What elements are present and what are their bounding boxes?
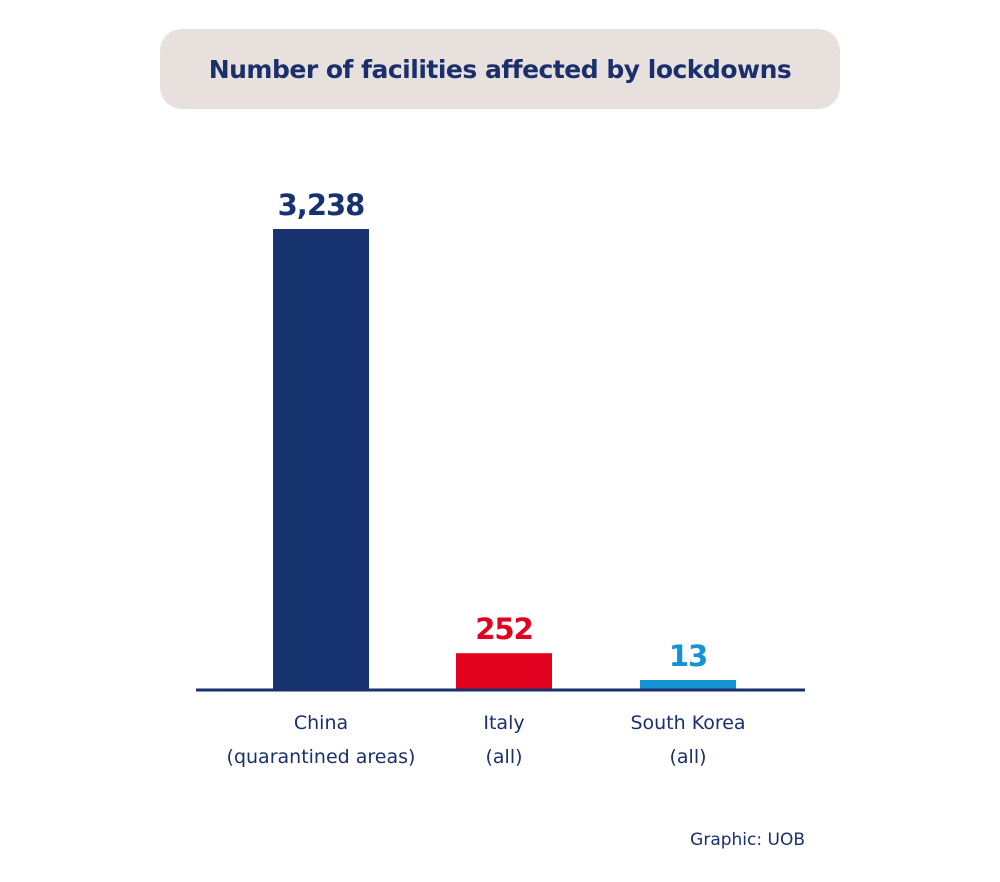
value-label-2: 13 <box>669 639 707 673</box>
category-label-1-line-1: (all) <box>485 746 522 768</box>
bar-1 <box>456 653 552 689</box>
chart-title-box: Number of facilities affected by lockdow… <box>160 29 840 109</box>
category-label-2-line-0: South Korea <box>630 712 745 734</box>
category-label-0-line-1: (quarantined areas) <box>227 746 416 768</box>
value-label-1: 252 <box>475 612 533 646</box>
bar-0 <box>273 229 369 689</box>
value-label-0: 3,238 <box>278 188 365 222</box>
category-labels-layer: China (quarantined areas) Italy (all) South … <box>227 712 746 768</box>
source-credit: Graphic: UOB <box>690 830 805 850</box>
chart-title: Number of facilities affected by lockdow… <box>208 54 792 84</box>
category-label-0-line-0: China <box>294 712 348 734</box>
category-label-2-line-1: (all) <box>669 746 706 768</box>
bar-2 <box>640 680 736 689</box>
category-label-1-line-0: Italy <box>483 712 524 734</box>
bars-layer <box>273 229 736 689</box>
value-labels-layer: 3,238 252 13 <box>278 188 709 673</box>
